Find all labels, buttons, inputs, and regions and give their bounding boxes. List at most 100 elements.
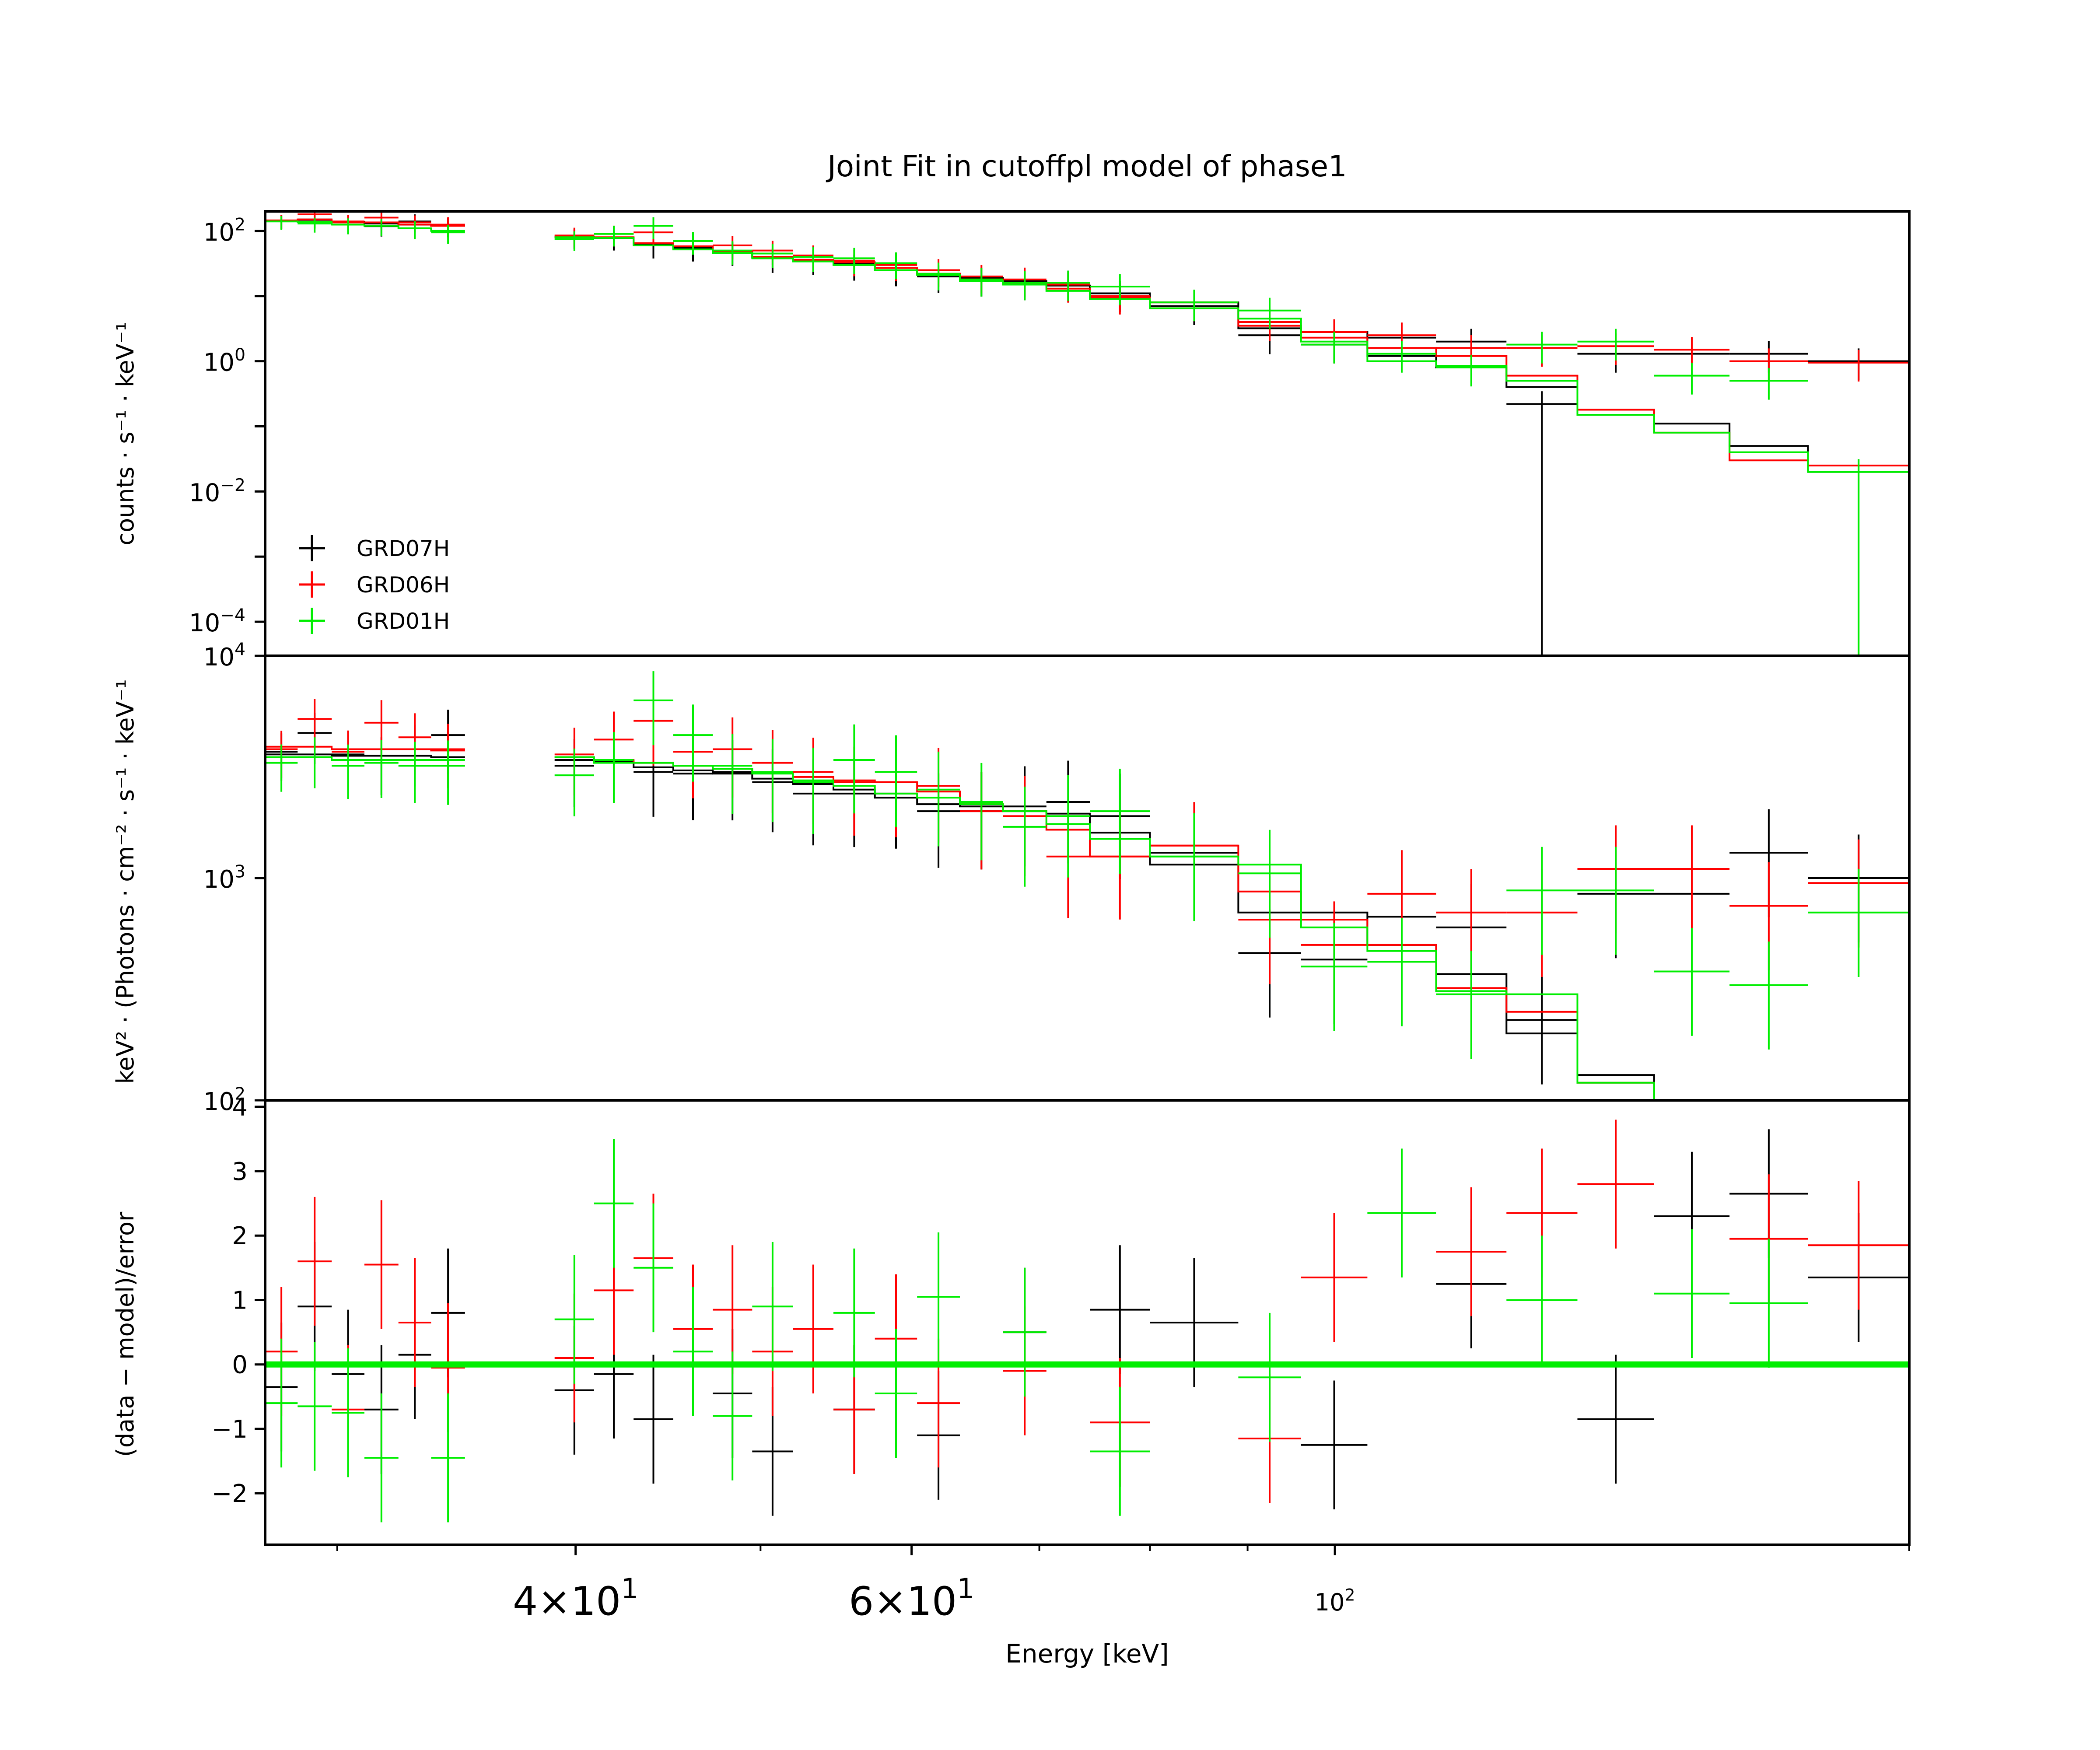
data-point-grd01h-p0 [364, 219, 399, 236]
legend-marker-grd07h [299, 535, 325, 561]
residuals-panel-data [265, 1120, 1909, 1522]
residual-point-grd01h [1367, 1148, 1436, 1278]
chart-title: Joint Fit in cutoffpl model of phase1 [826, 149, 1347, 183]
model-line-grd06h-p1 [265, 746, 1909, 1101]
residual-point-grd06h [1436, 1187, 1507, 1316]
data-point-grd01h-p1 [1003, 787, 1046, 887]
unfolded-panel-data [265, 671, 1909, 1101]
residual-point-grd01h [364, 1393, 399, 1522]
residual-point-grd07h [1090, 1245, 1150, 1374]
data-point-grd01h-p0 [265, 216, 298, 230]
data-point-grd01h-p0 [1003, 271, 1046, 301]
residual-point-grd07h [1301, 1380, 1368, 1509]
data-point-grd01h-p0 [398, 221, 431, 239]
data-point-grd07h-p0 [1506, 391, 1578, 656]
counts-panel-ylabel: counts · s⁻¹ · keV⁻¹ [112, 322, 139, 545]
y-tick-label: 10−2 [189, 476, 245, 508]
legend-label-grd06h: GRD06H [357, 572, 450, 598]
data-point-grd01h-p1 [917, 752, 960, 847]
data-point-grd01h-p0 [1808, 459, 1909, 656]
residual-point-grd07h [634, 1354, 673, 1484]
residual-point-grd01h [1003, 1267, 1046, 1397]
residual-point-grd01h [265, 1338, 298, 1468]
data-point-grd01h-p0 [1090, 274, 1150, 305]
data-point-grd01h-p0 [917, 262, 960, 290]
data-point-grd01h-p0 [332, 218, 364, 234]
data-point-grd01h-p0 [673, 232, 713, 255]
residual-point-grd06h [1577, 1120, 1654, 1249]
y-tick-label: 104 [203, 640, 245, 672]
y-tick-label: 103 [203, 862, 245, 894]
x-axis-ticks: 4×101 6×101 102 [336, 1545, 1910, 1624]
residual-point-grd06h [1301, 1213, 1368, 1342]
data-point-grd01h-p1 [332, 744, 364, 799]
y-tick-label: 4 [232, 1093, 248, 1122]
residual-point-grd01h [917, 1232, 960, 1362]
y-tick-label: −2 [211, 1480, 248, 1508]
residual-point-grd07h [1150, 1258, 1239, 1387]
residual-point-grd01h [594, 1139, 634, 1268]
y-tick-label: 3 [232, 1158, 248, 1186]
data-point-grd01h-p1 [752, 739, 793, 822]
data-point-grd01h-p1 [594, 732, 634, 803]
residual-point-grd01h [875, 1329, 917, 1458]
residuals-panel-ylabel: (data − model)/error [112, 1211, 139, 1457]
y-tick-label: 102 [203, 215, 245, 247]
y-tick-label: 1 [232, 1286, 248, 1315]
counts-panel-frame [264, 210, 1911, 657]
model-line-grd07h-p0 [265, 220, 1909, 473]
data-point-grd01h-p1 [1506, 847, 1578, 955]
data-point-grd01h-p1 [1150, 813, 1239, 921]
residual-point-grd01h [634, 1203, 673, 1333]
residual-point-grd01h [431, 1393, 465, 1522]
data-point-grd01h-p0 [554, 231, 594, 251]
data-point-grd01h-p0 [1301, 332, 1368, 364]
data-point-grd01h-p1 [1367, 918, 1436, 1026]
legend-marker-grd06h [299, 571, 325, 598]
data-point-grd01h-p0 [431, 225, 465, 244]
legend: GRD07H GRD06H GRD01H [299, 535, 450, 634]
data-point-grd01h-p1 [554, 749, 594, 816]
residual-point-grd06h [298, 1197, 332, 1326]
y-tick-label: 2 [232, 1222, 248, 1250]
y-tick-label: −1 [211, 1415, 248, 1444]
residuals-panel: 4 3 2 1 0 −1 −2 (data − model)/error [112, 1093, 1911, 1546]
x-tick-label: 4×101 [513, 1573, 638, 1624]
residual-point-grd01h [1654, 1229, 1730, 1358]
residual-point-grd01h [1506, 1236, 1578, 1365]
unfolded-panel-ylabel: keV² · (Photons · cm⁻² · s⁻¹ · keV⁻¹ [112, 679, 139, 1084]
counts-panel-data [265, 211, 1909, 656]
data-point-grd01h-p0 [1150, 290, 1239, 322]
data-point-grd01h-p1 [1046, 775, 1090, 878]
data-point-grd01h-p0 [833, 248, 875, 274]
data-point-grd01h-p1 [431, 740, 465, 805]
counts-panel: 102 100 10−2 10−4 counts · s⁻¹ · keV⁻¹ GRD0… [112, 210, 1911, 657]
y-tick-label: 10−4 [189, 606, 245, 638]
y-tick-label: 0 [232, 1351, 248, 1379]
x-tick-label: 6×101 [849, 1573, 974, 1624]
model-line-grd06h-p0 [265, 218, 1909, 467]
unfolded-panel: 104 103 102 keV² · (Photons · cm⁻² · s⁻¹ ·… [112, 640, 1911, 1116]
model-line-grd07h-p1 [265, 753, 1909, 1101]
residual-point-grd07h [1577, 1354, 1654, 1484]
data-point-grd01h-p1 [1436, 951, 1507, 1059]
data-point-grd01h-p1 [1654, 928, 1730, 1036]
data-point-grd01h-p1 [673, 704, 713, 782]
residual-point-grd01h [673, 1287, 713, 1416]
data-point-grd01h-p1 [298, 737, 332, 788]
legend-label-grd07h: GRD07H [357, 536, 450, 561]
residual-point-grd01h [833, 1248, 875, 1378]
data-point-grd01h-p0 [1577, 329, 1654, 360]
model-line-grd01h-p1 [265, 756, 1909, 1101]
residual-point-grd01h [1090, 1387, 1150, 1516]
data-point-grd01h-p0 [713, 241, 752, 265]
data-point-grd01h-p1 [1577, 847, 1654, 955]
data-point-grd01h-p1 [1238, 830, 1301, 938]
data-point-grd01h-p1 [634, 671, 673, 746]
residual-point-grd06h [1808, 1181, 1909, 1310]
residual-point-grd06h [364, 1200, 399, 1329]
unfolded-panel-y-ticks: 104 103 102 [203, 640, 265, 1116]
x-tick-label: 102 [1315, 1585, 1355, 1616]
data-point-grd07h-p1 [1506, 976, 1578, 1085]
residual-point-grd01h [713, 1351, 752, 1480]
